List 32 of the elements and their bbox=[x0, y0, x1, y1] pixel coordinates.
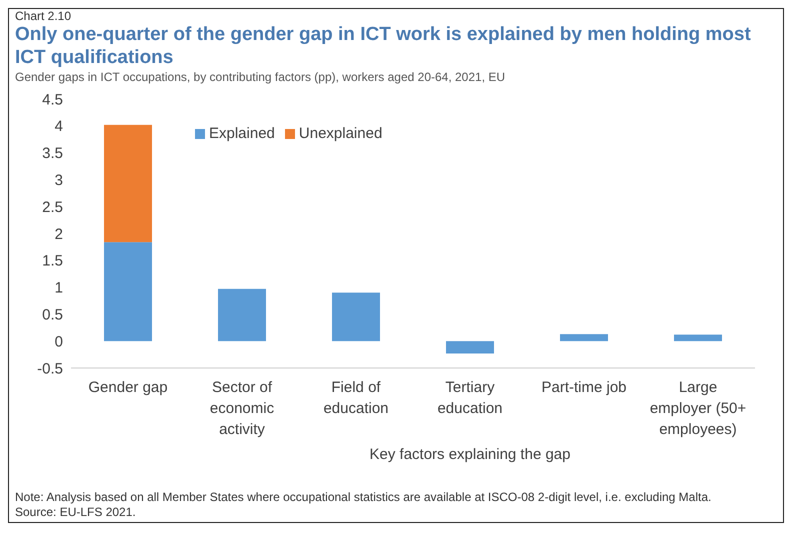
bar bbox=[104, 242, 152, 342]
legend-label: Unexplained bbox=[298, 125, 382, 142]
x-tick-label: Sector of economic activity bbox=[210, 379, 275, 438]
y-tick-label: 4.5 bbox=[42, 91, 63, 108]
x-tick-label: Part-time job bbox=[541, 379, 627, 396]
x-tick-label: Field of education bbox=[323, 379, 389, 417]
y-tick-label: 0.5 bbox=[42, 306, 63, 324]
bar bbox=[218, 288, 266, 342]
bar bbox=[332, 292, 380, 342]
y-tick-label: 3 bbox=[54, 172, 63, 190]
y-tick-label: 0 bbox=[54, 333, 63, 350]
y-tick-label: 4 bbox=[54, 118, 63, 136]
text: Note: Analysis based on all Member States where occupational statistics are available at ISCO-08 2-digit level, i.e. excluding Malta. bbox=[15, 490, 712, 505]
x-tick-label: Large employer (50+ employees) bbox=[650, 379, 746, 438]
y-tick-label: 1 bbox=[54, 280, 63, 297]
y-tick-label: -0.5 bbox=[37, 360, 63, 378]
y-tick-label: 2.5 bbox=[42, 198, 63, 216]
bar bbox=[560, 334, 608, 342]
x-axis-title: Key factors explaining the gap bbox=[370, 446, 570, 463]
x-tick-label: Tertiary education bbox=[437, 379, 503, 417]
x-tick-label: Gender gap bbox=[88, 379, 168, 396]
bar bbox=[446, 341, 494, 354]
bar bbox=[104, 124, 152, 242]
source-note: Source: EU-LFS 2021. bbox=[15, 505, 137, 520]
chart-title: Only one-quarter of the gender gap in ICT work is explained by men holding most ICT qualifications bbox=[15, 23, 752, 69]
y-tick-label: 2 bbox=[54, 226, 63, 243]
caption: Chart 2.10 bbox=[15, 9, 72, 23]
y-tick-label: 3.5 bbox=[42, 145, 63, 162]
legend-label: Explained bbox=[209, 125, 275, 142]
y-tick-label: 1.5 bbox=[42, 252, 63, 270]
chart-subtitle: Gender gaps in ICT occupations, by contributing factors (pp), workers aged 20-64, 2021, EU bbox=[15, 69, 506, 85]
bar bbox=[674, 334, 722, 342]
